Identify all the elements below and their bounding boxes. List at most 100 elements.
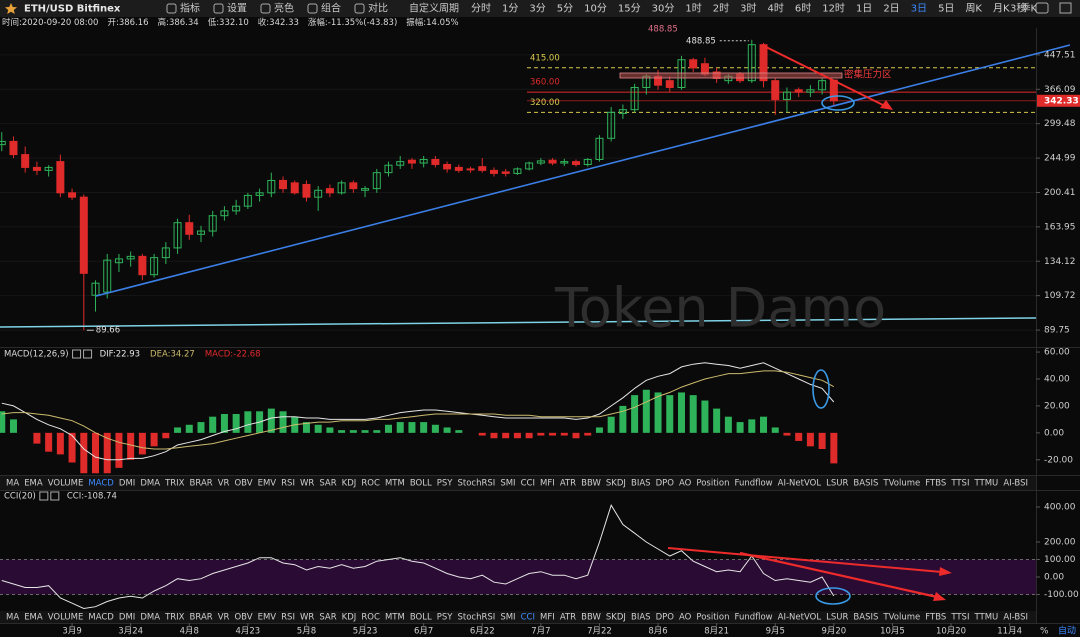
indicator-tab[interactable]: AI-NetVOL — [778, 613, 822, 623]
indicator-tab[interactable]: AO — [679, 479, 692, 489]
indicator-tab[interactable]: EMV — [258, 613, 277, 623]
period-button[interactable]: 2时 — [713, 3, 729, 15]
symbol[interactable]: ETH/USD Bitfinex — [24, 4, 121, 15]
indicator-tab[interactable]: EMV — [258, 479, 277, 489]
indicator-tab[interactable]: ATR — [560, 479, 576, 489]
indicator-tab[interactable]: FTBS — [925, 479, 946, 489]
indicator-tab[interactable]: MFI — [540, 613, 555, 623]
percent-toggle[interactable]: % — [1040, 627, 1049, 637]
indicator-tab[interactable]: DPO — [656, 479, 675, 489]
button-icon[interactable] — [213, 3, 224, 14]
indicator-tab[interactable]: LSUR — [826, 479, 848, 489]
button-icon[interactable] — [166, 3, 177, 14]
period-button[interactable]: 30分 — [652, 3, 675, 15]
indicator-tab[interactable]: AI-BSI — [1003, 479, 1028, 489]
period-button[interactable]: 1分 — [502, 3, 518, 15]
indicator-tab[interactable]: EMA — [24, 613, 43, 623]
period-button[interactable]: 2日 — [883, 4, 899, 15]
period-button[interactable]: 周K — [965, 3, 982, 15]
indicator-tab[interactable]: VOLUME — [48, 613, 84, 623]
indicator-tab[interactable]: KDJ — [342, 479, 357, 489]
indicator-tab[interactable]: Position — [696, 613, 729, 623]
indicator-tab[interactable]: TTSI — [950, 479, 969, 489]
indicator-tab[interactable]: DMI — [119, 479, 135, 489]
toolbar-button[interactable]: 对比 — [368, 2, 388, 15]
indicator-tab[interactable]: ATR — [560, 613, 576, 623]
period-button[interactable]: 月K — [993, 3, 1010, 15]
indicator-tab[interactable]: BBW — [581, 479, 601, 489]
indicator-tab[interactable]: BIAS — [631, 613, 651, 623]
indicator-tab[interactable]: TRIX — [164, 479, 185, 489]
indicator-tab[interactable]: SAR — [319, 613, 336, 623]
indicator-tab[interactable]: MTM — [385, 613, 405, 623]
indicator-tab[interactable]: BOLL — [410, 613, 432, 623]
indicator-tab[interactable]: AI-BSI — [1003, 613, 1028, 623]
indicator-tab[interactable]: SKDJ — [606, 613, 626, 623]
indicator-tab[interactable]: BASIS — [853, 479, 878, 489]
period-button[interactable]: 10分 — [584, 3, 607, 15]
indicator-tab[interactable]: FTBS — [925, 613, 946, 623]
period-button[interactable]: 1日 — [856, 4, 872, 15]
panel-icon[interactable] — [72, 349, 82, 359]
toolbar-button[interactable]: 组合 — [321, 2, 341, 15]
toolbar-button[interactable]: 设置 — [227, 3, 247, 15]
indicator-tab[interactable]: MACD — [88, 613, 114, 623]
indicator-tab[interactable]: VR — [218, 613, 230, 623]
indicator-tab[interactable]: VR — [218, 479, 230, 489]
indicator-tab[interactable]: SKDJ — [606, 479, 626, 489]
period-button[interactable]: 3时 — [740, 3, 756, 15]
indicator-tab[interactable]: TTSI — [950, 613, 969, 623]
custom-period[interactable]: 自定义周期 — [409, 2, 459, 15]
indicator-tab[interactable]: Position — [696, 479, 729, 489]
indicator-tab[interactable]: MACD — [88, 479, 114, 489]
period-button[interactable]: 6时 — [795, 3, 811, 15]
indicator-tab[interactable]: DPO — [656, 613, 675, 623]
indicator-tab[interactable]: SMI — [500, 479, 515, 489]
indicator-tab[interactable]: DMA — [140, 613, 160, 623]
indicator-tab[interactable]: DMI — [119, 613, 135, 623]
toolbar-button[interactable]: 亮色 — [274, 2, 294, 15]
indicator-tab[interactable]: MTM — [385, 479, 405, 489]
indicator-tab[interactable]: BASIS — [853, 613, 878, 623]
indicator-tab[interactable]: BRAR — [190, 613, 213, 623]
period-button[interactable]: 3分 — [529, 3, 545, 15]
period-button[interactable]: 5日 — [938, 4, 954, 15]
indicator-tab[interactable]: AI-NetVOL — [778, 479, 822, 489]
indicator-tab[interactable]: OBV — [234, 479, 252, 489]
panel-icon[interactable] — [83, 349, 93, 359]
period-button[interactable]: 3日 — [911, 4, 927, 15]
indicator-tab[interactable]: BIAS — [631, 479, 651, 489]
indicator-tab[interactable]: MA — [6, 613, 19, 623]
period-button[interactable]: 1时 — [685, 3, 701, 15]
indicator-tab[interactable]: OBV — [234, 613, 252, 623]
indicator-tab[interactable]: Fundflow — [735, 479, 773, 489]
indicator-tab[interactable]: ROC — [361, 479, 380, 489]
refresh-interval[interactable]: 3秒 — [1010, 2, 1026, 15]
button-icon[interactable] — [307, 3, 318, 14]
indicator-tab[interactable]: PSY — [437, 613, 454, 623]
button-icon[interactable] — [260, 3, 271, 14]
indicator-tab[interactable]: CCI — [521, 613, 535, 623]
indicator-tab[interactable]: BOLL — [410, 479, 432, 489]
indicator-tab[interactable]: RSI — [281, 479, 295, 489]
indicator-tab[interactable]: LSUR — [826, 613, 848, 623]
indicator-tab[interactable]: DMA — [140, 479, 160, 489]
indicator-tab[interactable]: StochRSI — [457, 479, 495, 489]
indicator-tab[interactable]: WR — [300, 479, 314, 489]
indicator-tab[interactable]: TVolume — [882, 613, 920, 623]
indicator-tab[interactable]: ROC — [361, 613, 380, 623]
indicator-tab[interactable]: TVolume — [882, 479, 920, 489]
period-button[interactable]: 4时 — [767, 3, 783, 15]
indicator-tab[interactable]: TTMU — [973, 479, 998, 489]
star-icon[interactable] — [5, 3, 17, 14]
period-button[interactable]: 季K — [1021, 3, 1038, 15]
period-button[interactable]: 分时 — [471, 3, 491, 15]
indicator-tab[interactable]: CCI — [521, 479, 535, 489]
indicator-tab[interactable]: VOLUME — [48, 479, 84, 489]
indicator-tab[interactable]: Fundflow — [735, 613, 773, 623]
indicator-tab[interactable]: MFI — [540, 479, 555, 489]
indicator-tab[interactable]: WR — [300, 613, 314, 623]
period-button[interactable]: 12时 — [822, 3, 845, 15]
indicator-tab[interactable]: SAR — [319, 479, 336, 489]
indicator-tab[interactable]: MA — [6, 479, 19, 489]
